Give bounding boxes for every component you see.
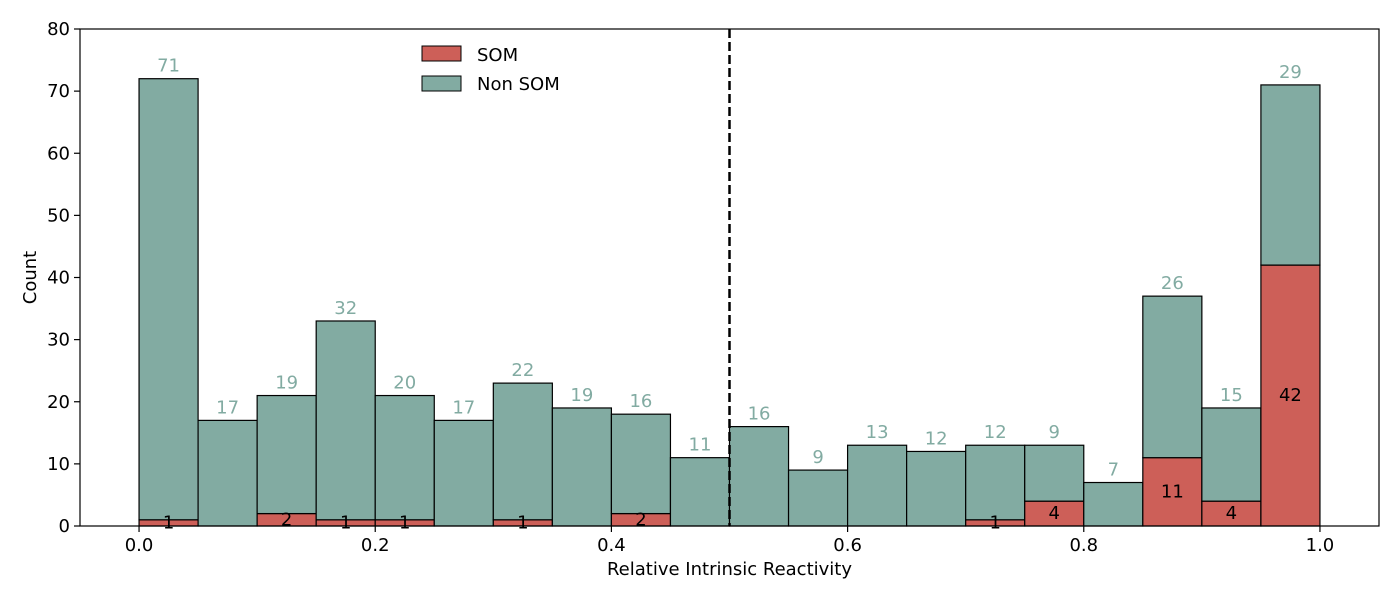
- bar-non-som: [906, 450, 967, 527]
- y-tick-label: 50: [47, 205, 70, 226]
- bar-label-som: 42: [1279, 385, 1302, 406]
- bar-label-non-som: 26: [1161, 273, 1184, 294]
- bar-label-non-som: 12: [925, 428, 948, 449]
- bar-som: [1142, 457, 1203, 527]
- x-tick-label: 0.4: [597, 535, 626, 556]
- bar-non-som: [374, 394, 435, 521]
- bar-label-non-som: 16: [748, 404, 771, 425]
- bar-non-som: [965, 444, 1026, 521]
- legend-swatch-som: [421, 45, 462, 62]
- bar-label-non-som: 32: [334, 298, 357, 319]
- y-tick-label: 60: [47, 143, 70, 164]
- bar-non-som: [1201, 407, 1262, 502]
- x-tick-label: 0.8: [1069, 535, 1098, 556]
- bar-non-som: [197, 419, 258, 527]
- legend-label-som: SOM: [477, 45, 518, 66]
- bar-non-som: [1142, 295, 1203, 459]
- bar-non-som: [256, 394, 317, 515]
- x-tick-label: 0.2: [361, 535, 390, 556]
- bar-label-som: 11: [1161, 481, 1184, 502]
- bar-non-som: [1024, 444, 1085, 502]
- bars-layer: [138, 78, 1321, 527]
- bar-non-som: [315, 320, 376, 521]
- y-tick-label: 20: [47, 392, 70, 413]
- bar-label-non-som: 29: [1279, 62, 1302, 83]
- bar-non-som: [610, 413, 672, 515]
- x-tick-label: 0.0: [125, 535, 154, 556]
- y-axis: 0 10 20 30 40 50 60 70 80: [47, 19, 80, 537]
- bar-label-som: 1: [989, 512, 1000, 533]
- bar-non-som: [846, 444, 908, 527]
- legend: SOM Non SOM: [421, 45, 560, 95]
- bar-non-som: [1260, 84, 1321, 266]
- bar-label-som: 2: [281, 509, 292, 530]
- bar-label-non-som: 17: [452, 397, 475, 418]
- bar-non-som: [433, 419, 494, 527]
- bar-label-non-som: 16: [629, 391, 652, 412]
- bar-label-non-som: 7: [1108, 460, 1119, 481]
- legend-swatch-non-som: [421, 75, 462, 92]
- bar-non-som: [492, 382, 553, 521]
- bar-label-som: 2: [635, 509, 646, 530]
- y-tick-label: 10: [47, 454, 70, 475]
- bar-label-non-som: 15: [1220, 385, 1243, 406]
- bar-label-non-som: 20: [393, 373, 416, 394]
- bar-label-som: 1: [517, 512, 528, 533]
- bar-non-som: [669, 457, 731, 527]
- y-tick-label: 0: [59, 516, 70, 537]
- y-tick-label: 70: [47, 81, 70, 102]
- bar-label-non-som: 71: [157, 56, 180, 77]
- x-axis-title: Relative Intrinsic Reactivity: [607, 559, 852, 580]
- legend-label-non-som: Non SOM: [477, 74, 560, 95]
- bar-label-som: 1: [340, 512, 351, 533]
- y-tick-label: 80: [47, 19, 70, 40]
- bar-label-som: 4: [1049, 503, 1060, 524]
- bar-label-non-som: 17: [216, 397, 239, 418]
- bar-label-non-som: 11: [689, 435, 712, 456]
- x-axis: 0.0 0.2 0.4 0.6 0.8 1.0: [125, 526, 1335, 556]
- bar-non-som: [551, 407, 613, 527]
- bar-label-non-som: 22: [511, 360, 534, 381]
- bar-label-som: 4: [1226, 503, 1237, 524]
- bar-label-non-som: 19: [275, 373, 298, 394]
- bar-label-non-som: 13: [866, 422, 889, 443]
- bar-non-som: [728, 426, 790, 527]
- bar-label-non-som: 12: [984, 422, 1007, 443]
- bar-non-som: [138, 78, 199, 521]
- bar-label-non-som: 9: [812, 447, 823, 468]
- x-tick-label: 1.0: [1306, 535, 1335, 556]
- y-axis-title: Count: [20, 251, 41, 304]
- bar-non-som: [1083, 481, 1144, 527]
- bar-non-som: [787, 469, 849, 527]
- y-tick-label: 40: [47, 268, 70, 289]
- bar-label-non-som: 9: [1049, 422, 1060, 443]
- y-tick-label: 30: [47, 330, 70, 351]
- bar-label-som: 1: [399, 512, 410, 533]
- x-tick-label: 0.6: [833, 535, 862, 556]
- bar-label-non-som: 19: [570, 385, 593, 406]
- bar-label-som: 1: [163, 512, 174, 533]
